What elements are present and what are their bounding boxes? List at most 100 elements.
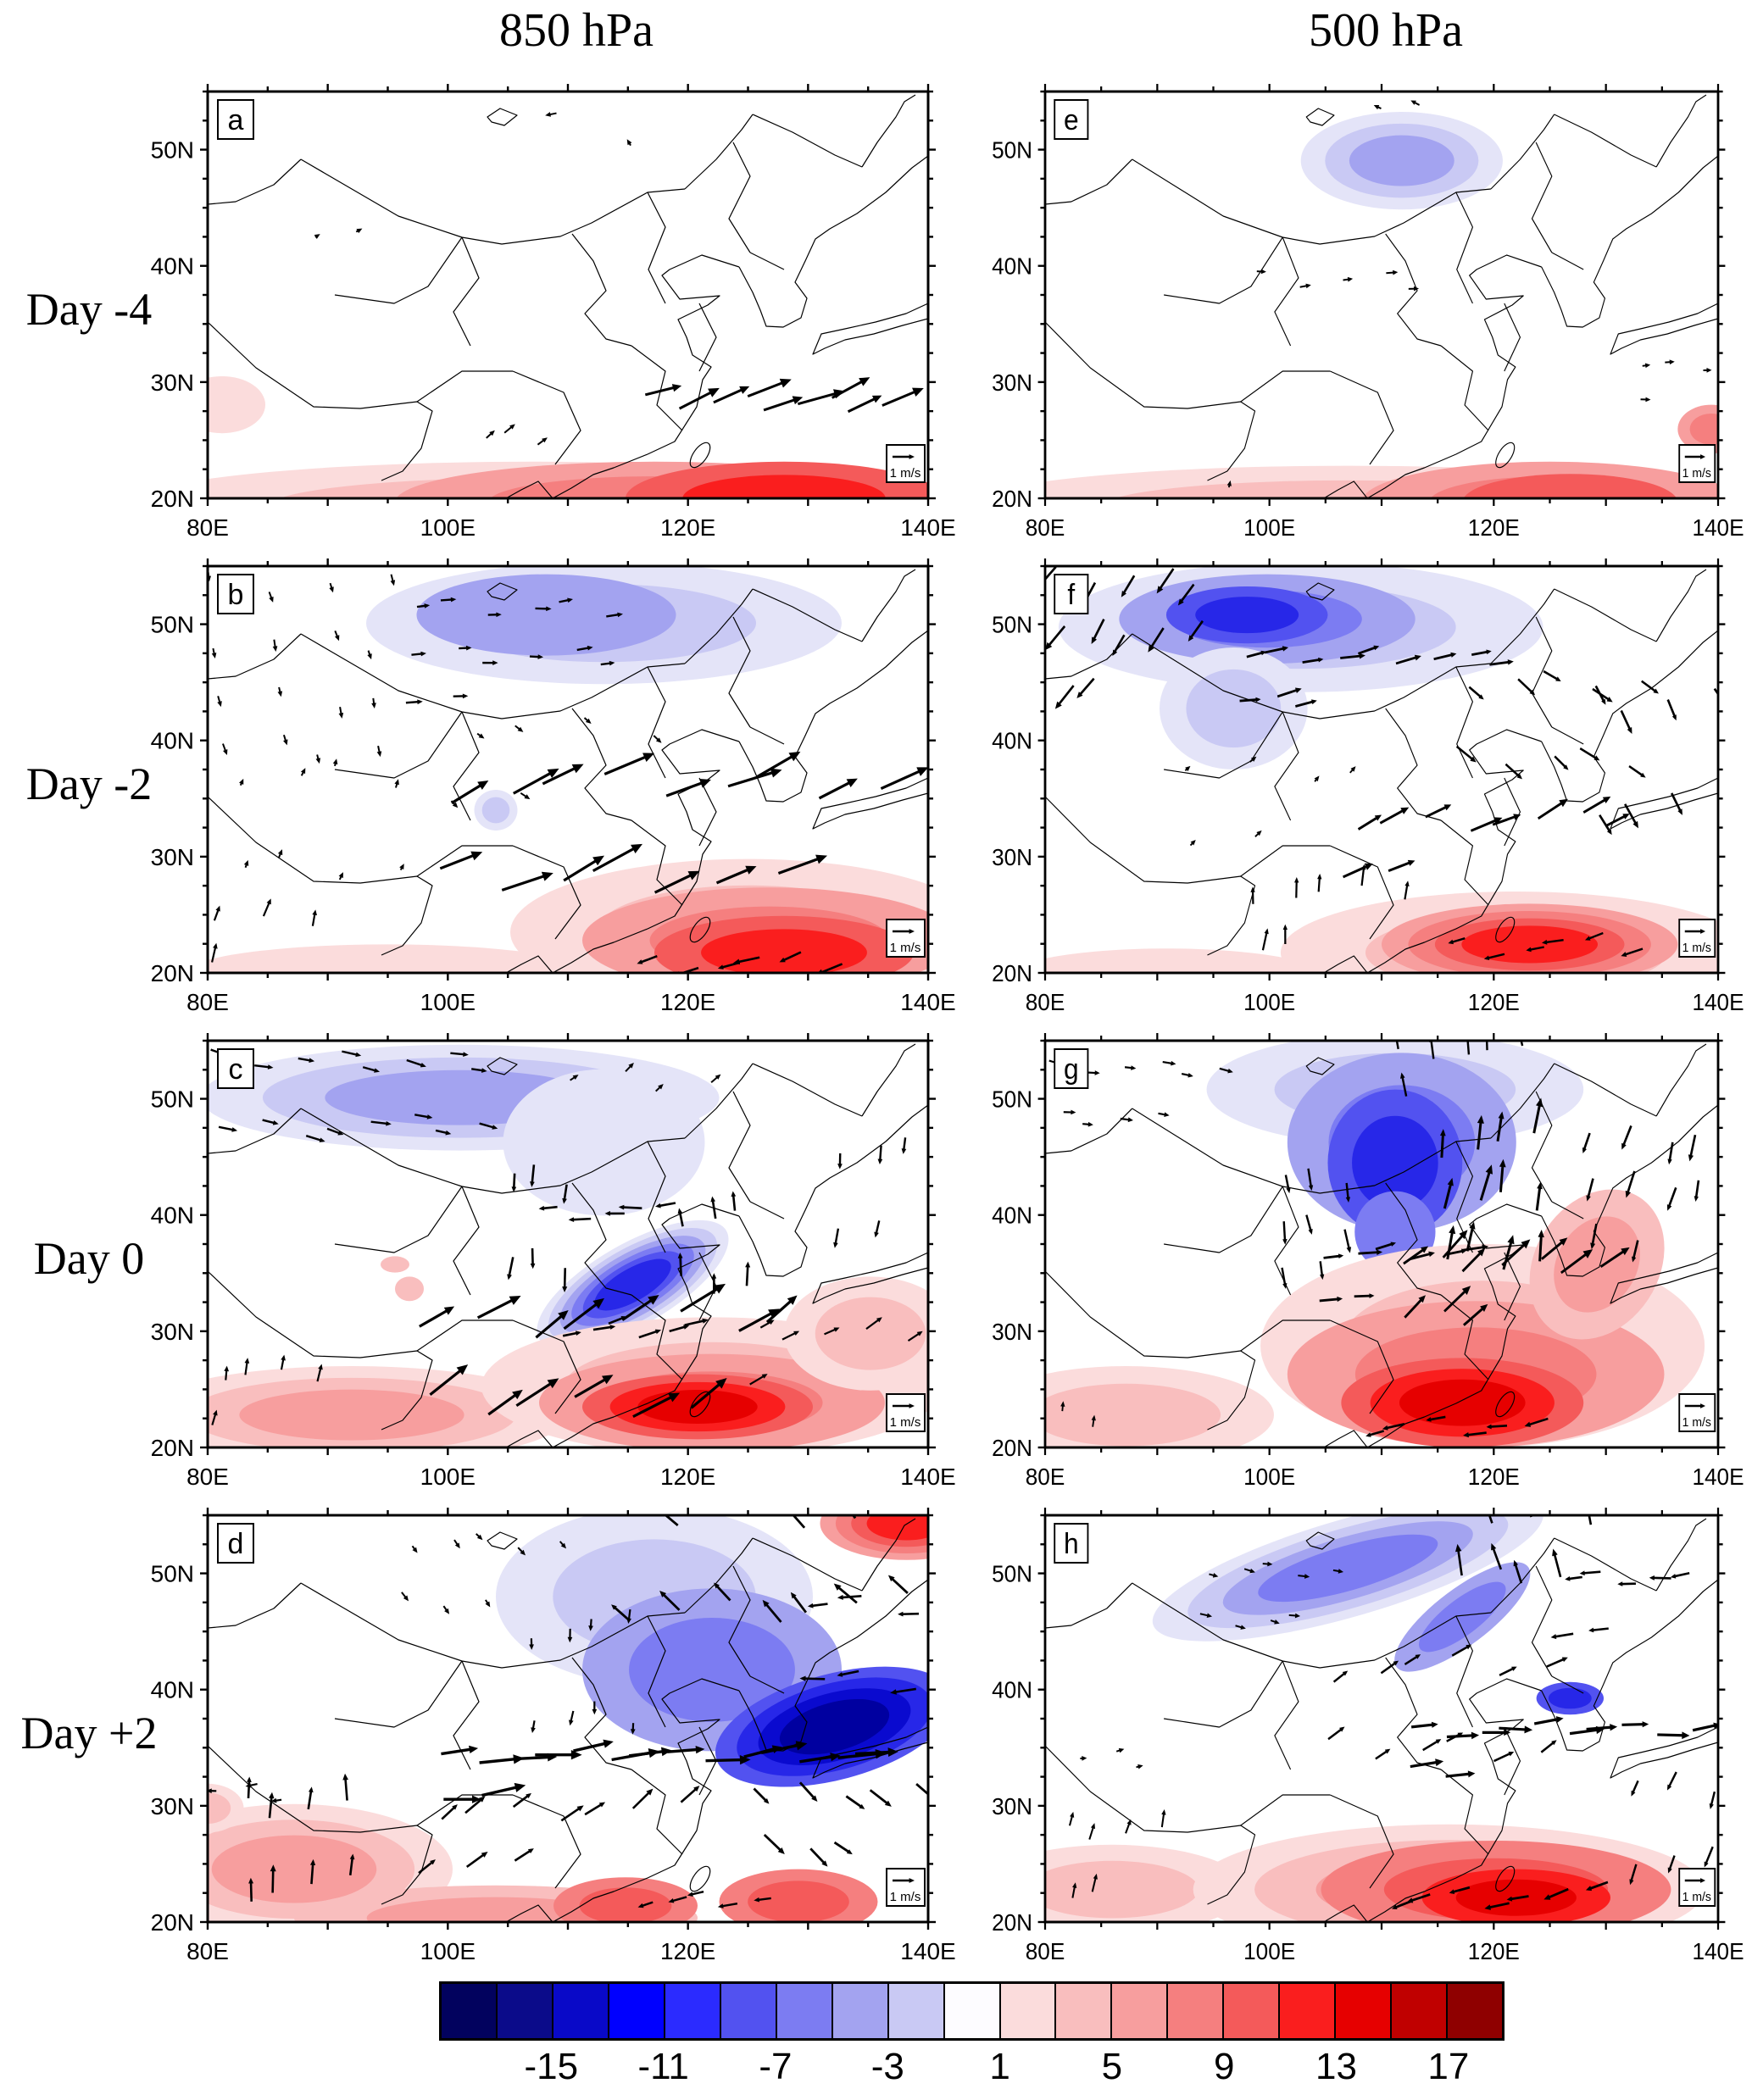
colorbar-tick-label: 13 — [1315, 2046, 1357, 2087]
svg-text:1 m/s: 1 m/s — [890, 1415, 921, 1430]
x-tick-label: 120E — [660, 989, 715, 1015]
x-tick-label: 140E — [1692, 1937, 1744, 1964]
y-tick-label: 30N — [151, 1319, 194, 1345]
x-tick-label: 80E — [1026, 514, 1065, 541]
reference-vector-box: 1 m/s — [1678, 1393, 1716, 1432]
coastline-borders-layer — [208, 1518, 928, 1922]
svg-text:1 m/s: 1 m/s — [890, 941, 921, 955]
axis-ticks — [200, 84, 936, 506]
colorbar-segment — [832, 1984, 889, 2038]
svg-text:g: g — [1064, 1053, 1079, 1085]
panel-border — [1043, 564, 1720, 975]
panel-content — [1045, 1041, 1718, 1447]
y-tick-label: 50N — [992, 1560, 1032, 1587]
reference-vector-box: 1 m/s — [1678, 919, 1716, 958]
taiwan-outline — [1495, 1865, 1516, 1892]
y-tick-label: 40N — [151, 1677, 194, 1703]
colorbar-segment — [442, 1984, 498, 2038]
y-tick-label: 20N — [151, 960, 194, 986]
colorbar-tick-label: 5 — [1101, 2046, 1123, 2087]
taiwan-outline — [689, 442, 711, 469]
anomaly-shading-layer — [1045, 1041, 1705, 1447]
svg-text:d: d — [228, 1528, 244, 1560]
anomaly-shading-layer — [1045, 112, 1718, 498]
colorbar-segment — [665, 1984, 721, 2038]
y-tick-label: 40N — [151, 253, 194, 280]
axis-tick-labels: 80E 100E 120E 140E 50N 40N 30N 20N — [992, 1560, 1744, 1964]
axis-tick-labels: 80E 100E 120E 140E 50N 40N 30N 20N — [992, 136, 1744, 541]
map-panel-a: 80E 100E 120E 140E 50N 40N 30N 20N a 1 m/s — [151, 84, 956, 541]
anomaly-shading-layer — [208, 376, 928, 498]
y-tick-label: 20N — [992, 1908, 1032, 1936]
panel-border — [206, 90, 930, 500]
y-tick-label: 30N — [992, 1792, 1032, 1819]
panel-content — [1045, 566, 1718, 973]
panel-content — [208, 566, 928, 973]
panel-letter-badge: b — [217, 574, 254, 614]
panel-letter-badge: f — [1054, 574, 1089, 614]
colorbar-segment — [1392, 1984, 1449, 2038]
svg-text:1 m/s: 1 m/s — [1682, 467, 1711, 481]
panel-letter-badge: c — [217, 1048, 254, 1089]
map-panel-b: 80E 100E 120E 140E 50N 40N 30N 20N b 1 m/s — [151, 558, 956, 1015]
x-tick-label: 140E — [900, 514, 955, 541]
panel-border — [1043, 90, 1720, 500]
svg-text:e: e — [1064, 103, 1079, 136]
y-tick-label: 30N — [151, 844, 194, 870]
panel-letter-badge: h — [1054, 1523, 1089, 1564]
x-tick-label: 80E — [186, 1938, 229, 1964]
svg-text:1 m/s: 1 m/s — [1682, 1416, 1711, 1431]
x-tick-label: 100E — [1243, 988, 1295, 1015]
colorbar-segment — [1112, 1984, 1169, 2038]
colorbar-tick-label: 1 — [989, 2046, 1010, 2087]
anomaly-shading-layer — [208, 566, 928, 973]
svg-text:1 m/s: 1 m/s — [890, 466, 921, 481]
y-tick-label: 40N — [151, 728, 194, 754]
x-tick-label: 80E — [1026, 988, 1065, 1015]
y-tick-label: 20N — [151, 1435, 194, 1461]
reference-vector-box: 1 m/s — [886, 444, 926, 483]
coastline-borders-layer — [208, 94, 928, 498]
x-tick-label: 120E — [1468, 1937, 1520, 1964]
reference-vector-box: 1 m/s — [886, 1868, 926, 1907]
x-tick-label: 140E — [1692, 514, 1744, 541]
coastline-borders-layer — [1045, 1043, 1718, 1447]
reference-vector-box: 1 m/s — [886, 1393, 926, 1432]
svg-text:1 m/s: 1 m/s — [1682, 942, 1711, 956]
row-label-day-minus-4: Day -4 — [25, 284, 153, 335]
y-tick-label: 50N — [151, 612, 194, 638]
x-tick-label: 100E — [420, 989, 476, 1015]
svg-text:c: c — [229, 1053, 243, 1086]
y-tick-label: 30N — [151, 1793, 194, 1819]
y-tick-label: 20N — [151, 486, 194, 512]
colorbar-tick-label: -7 — [759, 2046, 793, 2087]
colorbar-segment — [944, 1984, 1001, 2038]
y-tick-label: 20N — [151, 1909, 194, 1936]
taiwan-outline — [1495, 916, 1516, 943]
x-tick-label: 80E — [1026, 1463, 1065, 1490]
colorbar-segment — [497, 1984, 553, 2038]
panel-content — [1045, 1515, 1718, 1922]
axis-tick-labels: 80E 100E 120E 140E 50N 40N 30N 20N — [992, 1086, 1744, 1490]
wind-vectors-layer — [1068, 1515, 1718, 1910]
panel-content — [208, 1043, 928, 1447]
y-tick-label: 50N — [992, 611, 1032, 638]
y-tick-label: 50N — [151, 1086, 194, 1113]
column-title-850hpa: 850 hPa — [499, 4, 654, 57]
colorbar-segment — [720, 1984, 777, 2038]
column-title-500hpa: 500 hPa — [1309, 4, 1463, 57]
map-panel-e: 80E 100E 120E 140E 50N 40N 30N 20N e 1 m/s — [992, 84, 1744, 541]
panel-border — [206, 564, 930, 975]
panel-content — [208, 94, 928, 498]
y-tick-label: 30N — [992, 843, 1032, 870]
x-tick-label: 80E — [186, 989, 229, 1015]
x-tick-label: 100E — [1243, 514, 1295, 541]
x-tick-label: 140E — [900, 1464, 955, 1490]
y-tick-label: 50N — [992, 136, 1032, 164]
taiwan-outline — [1495, 442, 1516, 469]
anomaly-shading-layer — [1045, 566, 1718, 973]
x-tick-label: 120E — [1468, 988, 1520, 1015]
anomaly-shading-layer — [208, 1515, 928, 1922]
coastline-borders-layer — [1045, 94, 1718, 498]
